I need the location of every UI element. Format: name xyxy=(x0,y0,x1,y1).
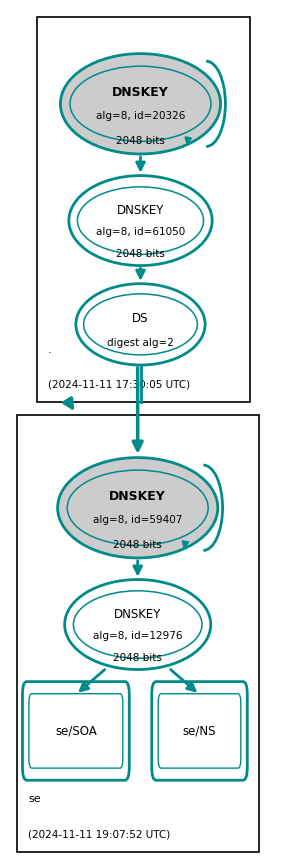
Text: DNSKEY: DNSKEY xyxy=(112,86,169,99)
Text: 2048 bits: 2048 bits xyxy=(116,137,165,146)
Text: alg=8, id=59407: alg=8, id=59407 xyxy=(93,516,182,525)
Text: alg=8, id=12976: alg=8, id=12976 xyxy=(93,631,182,641)
FancyBboxPatch shape xyxy=(22,682,129,780)
Text: digest alg=2: digest alg=2 xyxy=(107,337,174,348)
Text: .: . xyxy=(48,344,51,355)
Ellipse shape xyxy=(76,284,205,365)
Text: (2024-11-11 19:07:52 UTC): (2024-11-11 19:07:52 UTC) xyxy=(28,829,170,839)
Text: se: se xyxy=(28,794,41,804)
FancyBboxPatch shape xyxy=(152,682,247,780)
Text: DNSKEY: DNSKEY xyxy=(109,490,166,503)
Text: DS: DS xyxy=(132,311,149,324)
Text: 2048 bits: 2048 bits xyxy=(113,541,162,550)
Text: 2048 bits: 2048 bits xyxy=(116,249,165,260)
Ellipse shape xyxy=(58,458,218,558)
Ellipse shape xyxy=(65,580,211,670)
Text: alg=8, id=61050: alg=8, id=61050 xyxy=(96,227,185,237)
Text: se/NS: se/NS xyxy=(183,724,216,738)
Text: DNSKEY: DNSKEY xyxy=(117,204,164,217)
Text: (2024-11-11 17:30:05 UTC): (2024-11-11 17:30:05 UTC) xyxy=(48,379,190,389)
Text: alg=8, id=20326: alg=8, id=20326 xyxy=(96,112,185,121)
Ellipse shape xyxy=(69,176,212,266)
FancyBboxPatch shape xyxy=(37,17,250,402)
FancyBboxPatch shape xyxy=(17,415,259,852)
Text: se/SOA: se/SOA xyxy=(55,724,97,738)
Text: 2048 bits: 2048 bits xyxy=(113,653,162,663)
Text: DNSKEY: DNSKEY xyxy=(114,608,161,621)
Ellipse shape xyxy=(60,54,221,154)
